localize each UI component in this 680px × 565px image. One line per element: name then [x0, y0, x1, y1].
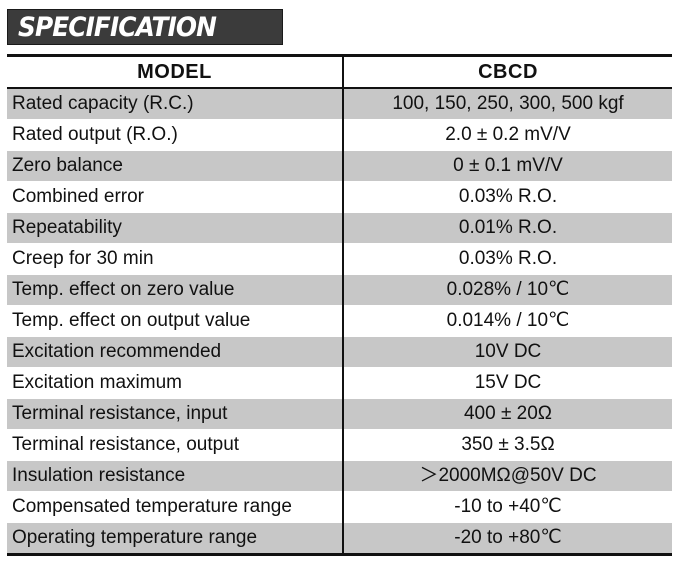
spec-value: 0 ± 0.1 mV/V — [343, 150, 672, 182]
table-row: Insulation resistance ＞2000MΩ@50V DC — [7, 460, 672, 492]
table-row: Operating temperature range -20 to +80℃ — [7, 522, 672, 555]
spec-value: 0.028% / 10℃ — [343, 274, 672, 306]
spec-label: Creep for 30 min — [7, 243, 344, 275]
spec-label: Rated capacity (R.C.) — [7, 88, 344, 120]
spec-value: 0.014% / 10℃ — [343, 305, 672, 337]
spec-value: 0.03% R.O. — [343, 181, 672, 213]
spec-label: Terminal resistance, output — [7, 429, 344, 461]
table-row: Terminal resistance, output 350 ± 3.5Ω — [7, 429, 672, 461]
table-row: Repeatability 0.01% R.O. — [7, 212, 672, 244]
table-header-row: MODEL CBCD — [7, 55, 672, 89]
spec-value: ＞2000MΩ@50V DC — [343, 460, 672, 492]
table-row: Combined error 0.03% R.O. — [7, 181, 672, 213]
spec-value: -20 to +80℃ — [343, 522, 672, 555]
table-row: Rated output (R.O.) 2.0 ± 0.2 mV/V — [7, 119, 672, 151]
spec-value: 0.03% R.O. — [343, 243, 672, 275]
spec-label: Combined error — [7, 181, 344, 213]
spec-value: 350 ± 3.5Ω — [343, 429, 672, 461]
table-row: Rated capacity (R.C.) 100, 150, 250, 300,… — [7, 88, 672, 120]
spec-value: 2.0 ± 0.2 mV/V — [343, 119, 672, 151]
table-row: Temp. effect on zero value 0.028% / 10℃ — [7, 274, 672, 306]
spec-label: Temp. effect on zero value — [7, 274, 344, 306]
spec-value: 400 ± 20Ω — [343, 398, 672, 430]
table-body: Rated capacity (R.C.) 100, 150, 250, 300,… — [7, 88, 672, 555]
table-row: Terminal resistance, input 400 ± 20Ω — [7, 398, 672, 430]
spec-value: 100, 150, 250, 300, 500 kgf — [343, 88, 672, 120]
spec-label: Operating temperature range — [7, 522, 344, 555]
table-row: Creep for 30 min 0.03% R.O. — [7, 243, 672, 275]
header-model-name: CBCD — [343, 55, 672, 89]
table-row: Compensated temperature range -10 to +40℃ — [7, 491, 672, 523]
table-row: Temp. effect on output value 0.014% / 10℃ — [7, 305, 672, 337]
spec-label: Insulation resistance — [7, 460, 344, 492]
specification-table: MODEL CBCD Rated capacity (R.C.) 100, 150… — [7, 54, 672, 556]
table-row: Excitation maximum 15V DC — [7, 367, 672, 399]
spec-label: Compensated temperature range — [7, 491, 344, 523]
spec-label: Rated output (R.O.) — [7, 119, 344, 151]
spec-value: 15V DC — [343, 367, 672, 399]
spec-label: Excitation maximum — [7, 367, 344, 399]
spec-label: Excitation recommended — [7, 336, 344, 368]
spec-label: Temp. effect on output value — [7, 305, 344, 337]
spec-value: 0.01% R.O. — [343, 212, 672, 244]
header-model: MODEL — [7, 55, 344, 89]
table-row: Zero balance 0 ± 0.1 mV/V — [7, 150, 672, 182]
spec-label: Zero balance — [7, 150, 344, 182]
section-title-bar: SPECIFICATION — [7, 9, 283, 45]
spec-label: Repeatability — [7, 212, 344, 244]
spec-value: -10 to +40℃ — [343, 491, 672, 523]
section-title: SPECIFICATION — [18, 12, 217, 43]
table-row: Excitation recommended 10V DC — [7, 336, 672, 368]
spec-label: Terminal resistance, input — [7, 398, 344, 430]
spec-value: 10V DC — [343, 336, 672, 368]
